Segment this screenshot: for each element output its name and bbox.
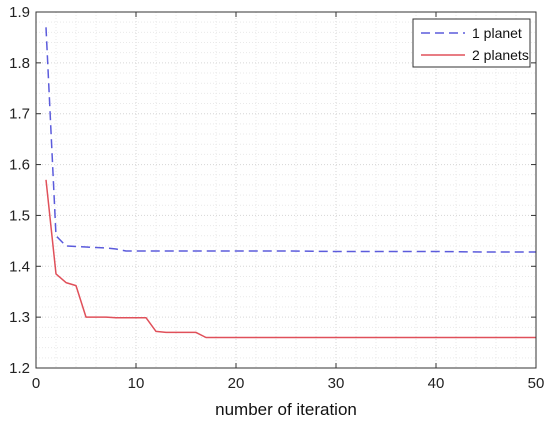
x-tick-label: 40 [428, 375, 445, 392]
x-tick-label: 20 [228, 375, 245, 392]
plot-frame [35, 11, 537, 369]
y-tick-label: 1.4 [9, 258, 30, 275]
legend-label-1-planet: 1 planet [472, 25, 522, 41]
plot-area [36, 12, 536, 368]
legend-label-2-planets: 2 planets [472, 47, 529, 63]
y-tick-label: 1.9 [9, 4, 30, 21]
series-line-1-planet [45, 27, 536, 253]
series-line-2-planets [45, 179, 536, 339]
x-tick-label: 0 [32, 375, 40, 392]
legend: 1 planet 2 planets [412, 18, 531, 68]
x-axis-ticks: 0 10 20 30 40 50 [32, 12, 545, 392]
x-tick-label: 10 [128, 375, 145, 392]
x-tick-label: 50 [528, 375, 545, 392]
legend-box [412, 18, 531, 68]
series-layer [45, 27, 536, 339]
y-tick-label: 1.6 [9, 157, 30, 174]
y-tick-label: 1.2 [9, 360, 30, 377]
y-tick-label: 1.8 [9, 55, 30, 72]
y-tick-label: 1.3 [9, 309, 30, 326]
y-tick-label: 1.7 [9, 106, 30, 123]
x-tick-label: 30 [328, 375, 345, 392]
y-tick-label: 1.5 [9, 207, 30, 224]
x-axis-title: number of iteration [215, 400, 357, 419]
grid [35, 11, 537, 369]
y-axis-ticks: 1.2 1.3 1.4 1.5 1.6 1.7 1.8 1.9 [9, 4, 536, 377]
